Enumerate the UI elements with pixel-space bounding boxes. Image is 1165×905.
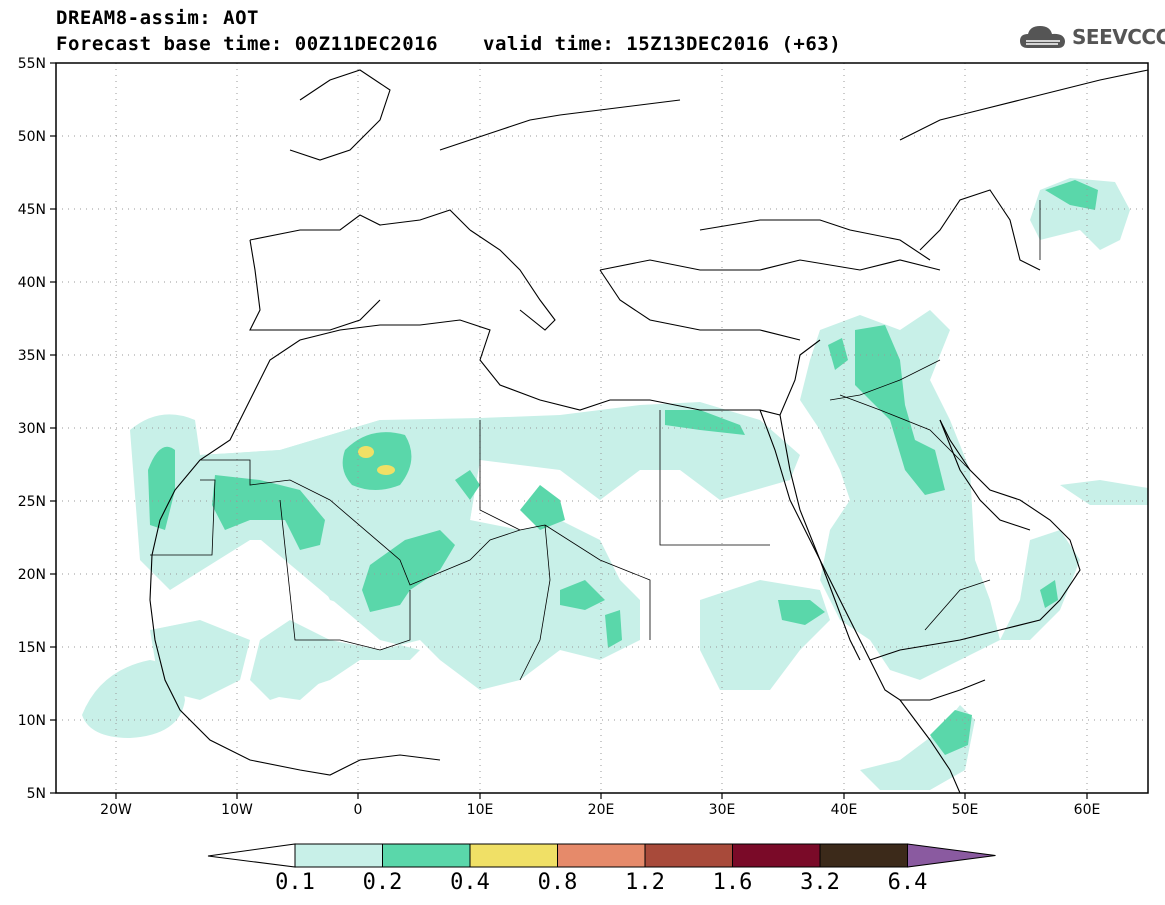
- lat-label: 45N: [18, 202, 46, 218]
- lon-label: 60E: [1074, 802, 1101, 818]
- lon-label: 30E: [709, 802, 736, 818]
- colorbar-label: 1.2: [625, 870, 665, 895]
- colorbar-label: 0.8: [537, 870, 578, 895]
- lon-label: 10W: [221, 802, 253, 818]
- lon-label: 10E: [467, 802, 494, 818]
- seevccc-logo: SEEVCCC: [1018, 22, 1165, 52]
- colorbar-swatch: [732, 843, 821, 868]
- colorbar-label: 3.2: [800, 870, 840, 895]
- lat-label: 5N: [27, 786, 46, 802]
- colorbar-low-arrow: [207, 843, 296, 868]
- lon-label: 0: [354, 802, 363, 818]
- lon-label: 20W: [100, 802, 132, 818]
- colorbar-swatch: [644, 843, 733, 868]
- lat-label: 50N: [18, 129, 46, 145]
- colorbar-labels: 0.1 0.2 0.4 0.8 1.2 1.6 3.2 6.4: [0, 870, 1165, 896]
- lat-label: 25N: [18, 494, 46, 510]
- colorbar-swatch: [469, 843, 558, 868]
- colorbar-swatch: [557, 843, 646, 868]
- axis-ticks: [50, 62, 1088, 799]
- lat-label: 10N: [18, 713, 46, 729]
- lat-label: 35N: [18, 348, 46, 364]
- colorbar-swatch: [382, 843, 471, 868]
- forecast-base-time: Forecast base time: 00Z11DEC2016: [56, 33, 439, 55]
- lon-label: 20E: [588, 802, 615, 818]
- borders: [150, 200, 1041, 681]
- longitude-labels: 20W 10W 0 10E 20E 30E 40E 50E 60E: [100, 802, 1100, 818]
- colorbar: [207, 843, 996, 868]
- colorbar-swatch: [294, 843, 383, 868]
- lat-label: 30N: [18, 421, 46, 437]
- map-title: DREAM8-assim: AOT: [56, 7, 259, 29]
- colorbar-label: 0.4: [450, 870, 490, 895]
- colorbar-swatch: [819, 843, 908, 868]
- valid-time: valid time: 15Z13DEC2016 (+63): [483, 33, 842, 55]
- lat-label: 20N: [18, 567, 46, 583]
- latitude-labels: 55N 50N 45N 40N 35N 30N 25N 20N 15N 10N …: [18, 56, 46, 802]
- lon-label: 40E: [831, 802, 858, 818]
- cloud-icon: [1020, 26, 1065, 48]
- lon-label: 50E: [952, 802, 979, 818]
- logo-text: SEEVCCC: [1072, 25, 1165, 49]
- aot-level-0.4: [358, 446, 395, 475]
- colorbar-label: 0.2: [362, 870, 403, 895]
- lat-label: 55N: [18, 56, 46, 72]
- map-plot-area: [56, 63, 1148, 793]
- lat-label: 15N: [18, 640, 46, 656]
- lat-label: 40N: [18, 275, 46, 291]
- colorbar-label: 1.6: [712, 870, 753, 895]
- colorbar-label: 6.4: [887, 870, 928, 895]
- aot-level-0.2: [148, 180, 1098, 755]
- colorbar-label: 0.1: [275, 870, 315, 895]
- graticule: [56, 63, 1148, 793]
- colorbar-high-arrow: [907, 843, 996, 868]
